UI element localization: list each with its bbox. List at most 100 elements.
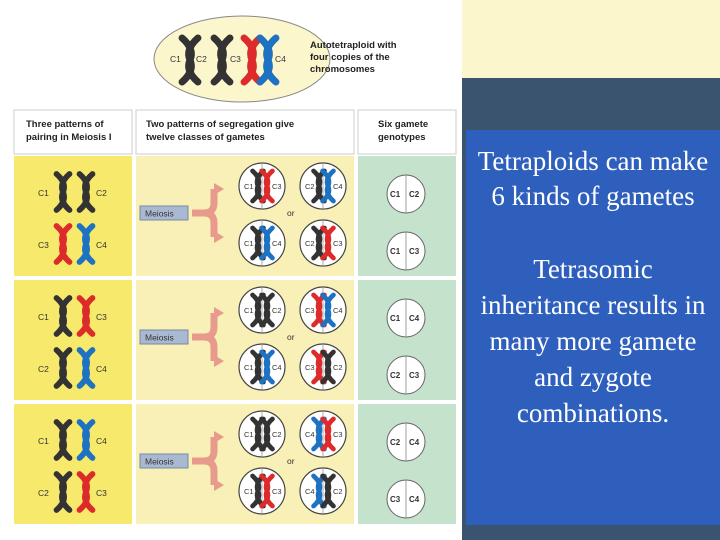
gamete-chromosome-icon (250, 416, 266, 452)
fork-arrow-icon (192, 313, 218, 361)
pair-chromosome-icon (53, 295, 73, 337)
gamete-label: C3 (272, 182, 282, 191)
genotype-label: C4 (409, 495, 420, 504)
pair-chromosome-icon (76, 347, 96, 389)
genotype-label: C1 (390, 314, 401, 323)
or-label: or (287, 208, 295, 218)
genotype-label: C3 (409, 371, 420, 380)
gamete-chromosome-icon (311, 225, 327, 261)
genotype-circle: C2 C3 (386, 355, 426, 395)
gamete-circle: C1 C4 (238, 219, 286, 267)
gamete-label: C3 (272, 487, 282, 496)
top-chromosome-label: C3 (230, 54, 241, 64)
pair-chromosome-icon (76, 295, 96, 337)
pair-label: C3 (38, 240, 49, 250)
top-title-line: chromosomes (310, 64, 375, 75)
pair-chromosome-icon (53, 171, 73, 213)
genotype-circle: C1 C3 (386, 231, 426, 271)
pair-label: C4 (96, 364, 107, 374)
genotype-circle: C1 C2 (386, 174, 426, 214)
gamete-label: C4 (272, 363, 282, 372)
gamete-label: C1 (244, 239, 254, 248)
gamete-label: C1 (244, 430, 254, 439)
arrow-head-icon (214, 431, 224, 491)
top-chromosome-c4-icon (256, 34, 280, 86)
gamete-label: C3 (333, 239, 343, 248)
meiosis-box (139, 453, 189, 469)
gamete-chromosome-icon (259, 168, 275, 204)
gamete-circle: C3 C4 (299, 286, 347, 334)
meiosis-label: Meiosis (145, 333, 174, 343)
gamete-label: C4 (333, 306, 343, 315)
gamete-label: C2 (333, 487, 343, 496)
header-genotypes-line: genotypes (378, 132, 426, 143)
gamete-label: C3 (333, 430, 343, 439)
gamete-label: C4 (333, 182, 343, 191)
gamete-label: C4 (272, 239, 282, 248)
gamete-chromosome-icon (259, 416, 275, 452)
column-headers: Three patterns of pairing in Meiosis I T… (13, 109, 457, 155)
gamete-chromosome-icon (320, 349, 336, 385)
genotype-label: C1 (390, 247, 401, 256)
gamete-chromosome-icon (250, 292, 266, 328)
gamete-label: C2 (305, 182, 315, 191)
gamete-chromosome-icon (259, 473, 275, 509)
gamete-circle: C1 C3 (238, 162, 286, 210)
header-genotypes-line: Six gamete (378, 119, 428, 130)
genotype-label: C4 (409, 438, 420, 447)
pair-label: C1 (38, 312, 49, 322)
top-chromosome-c2-icon (210, 34, 234, 86)
header-segregation-line: Two patterns of segregation give (146, 119, 294, 130)
genotype-label: C2 (390, 371, 401, 380)
gamete-chromosome-icon (311, 349, 327, 385)
gamete-chromosome-icon (259, 292, 275, 328)
tetrasomic-inheritance-diagram: C1 C2 C3 C4 Autotetraploid with four copies… (13, 15, 457, 524)
genotype-label: C2 (409, 190, 420, 199)
pair-label: C1 (38, 436, 49, 446)
gamete-label: C2 (272, 430, 282, 439)
pair-chromosome-icon (53, 471, 73, 513)
gamete-circle: C3 C2 (299, 343, 347, 391)
pair-chromosome-icon (53, 347, 73, 389)
gamete-circle: C4 C3 (299, 410, 347, 458)
meiosis-label: Meiosis (145, 209, 174, 219)
pair-label: C1 (38, 188, 49, 198)
or-label: or (287, 332, 295, 342)
pair-chromosome-icon (53, 223, 73, 265)
gamete-label: C2 (333, 363, 343, 372)
gamete-circle: C4 C2 (299, 467, 347, 515)
gamete-label: C4 (305, 487, 315, 496)
genotype-circle: C2 C4 (386, 422, 426, 462)
top-chromosomes: C1 C2 C3 C4 (170, 34, 286, 86)
gamete-label: C1 (244, 363, 254, 372)
gamete-chromosome-icon (320, 168, 336, 204)
pair-label: C2 (38, 364, 49, 374)
genotype-label: C2 (390, 438, 401, 447)
genotype-label: C1 (390, 190, 401, 199)
header-pairing-line: pairing in Meiosis I (26, 132, 112, 143)
pair-chromosome-icon (76, 171, 96, 213)
pairing-cell (14, 280, 132, 400)
pair-chromosome-icon (76, 223, 96, 265)
pair-label: C4 (96, 436, 107, 446)
top-chromosome-label: C4 (275, 54, 286, 64)
genotype-circle: C1 C4 (386, 298, 426, 338)
genotype-label: C4 (409, 314, 420, 323)
pair-chromosome-icon (76, 419, 96, 461)
gamete-chromosome-icon (320, 473, 336, 509)
gamete-label: C4 (305, 430, 315, 439)
genotype-label: C3 (390, 495, 401, 504)
pair-label: C2 (96, 188, 107, 198)
genotype-circle: C3 C4 (386, 479, 426, 519)
gamete-chromosome-icon (311, 168, 327, 204)
arrow-head-icon (214, 307, 224, 367)
gamete-chromosome-icon (320, 225, 336, 261)
pair-chromosome-icon (53, 419, 73, 461)
top-chromosome-label: C2 (196, 54, 207, 64)
gamete-chromosome-icon (320, 416, 336, 452)
gamete-chromosome-icon (311, 292, 327, 328)
gamete-circle: C1 C3 (238, 467, 286, 515)
